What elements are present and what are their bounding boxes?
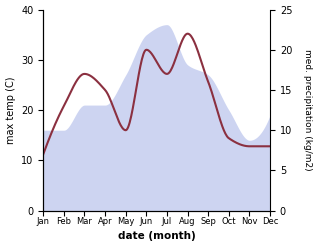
X-axis label: date (month): date (month) — [118, 231, 196, 242]
Y-axis label: med. precipitation (kg/m2): med. precipitation (kg/m2) — [303, 49, 313, 171]
Y-axis label: max temp (C): max temp (C) — [5, 76, 16, 144]
